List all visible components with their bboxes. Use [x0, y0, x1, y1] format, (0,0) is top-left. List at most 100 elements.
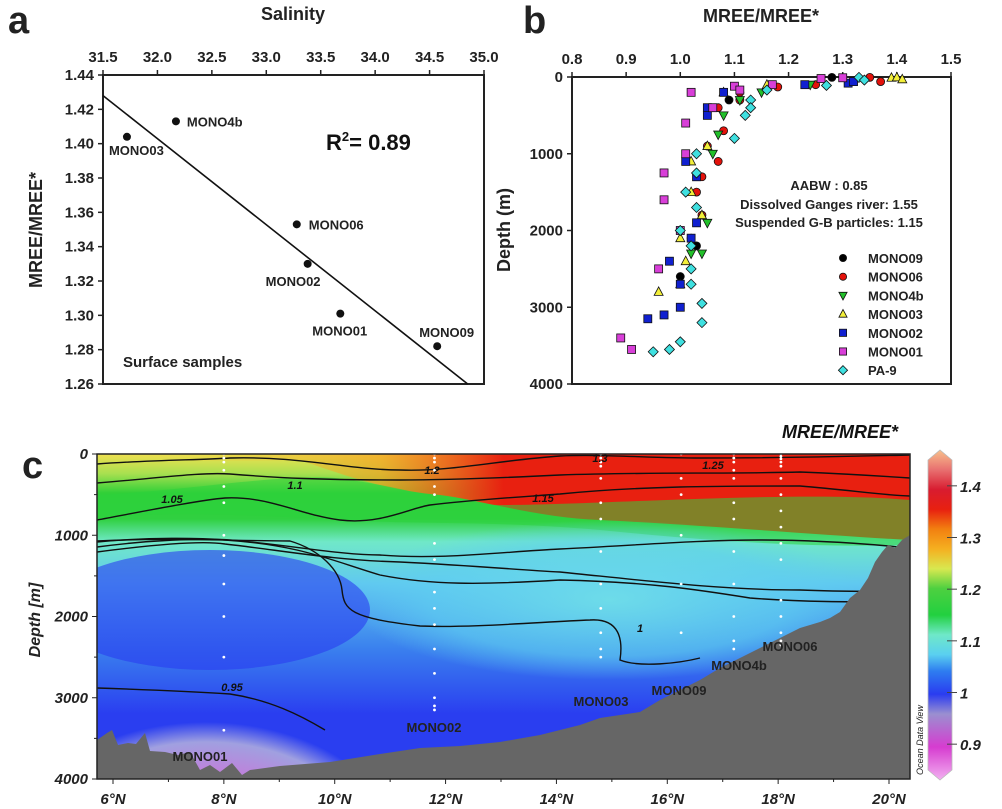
x-tick-label: 1.5: [941, 51, 962, 68]
sample-dot: [433, 558, 436, 562]
contour-label-1.15: 1.15: [532, 493, 554, 505]
data-label-mono06: MONO06: [309, 217, 364, 232]
panel-a-x-axis-title: Salinity: [261, 4, 325, 24]
station-samples-mono06: [779, 454, 783, 647]
contour-label-1.05: 1.05: [161, 494, 183, 506]
station-samples-mono01: [222, 454, 226, 732]
x-tick-label: 1.3: [832, 51, 853, 68]
x-tick-label: 31.5: [88, 49, 117, 66]
sample-dot: [599, 460, 603, 464]
series-pa-9: [647, 71, 870, 358]
sample-dot: [433, 468, 436, 472]
legend-item-mono02: MONO02: [839, 326, 923, 341]
data-point-pa-9: [858, 74, 870, 86]
sample-dot: [679, 533, 683, 537]
data-point-mono09: [724, 95, 734, 105]
legend-item-mono01: MONO01: [839, 345, 923, 360]
data-point-mono06: [876, 77, 886, 87]
sample-dot: [433, 704, 436, 708]
panel-label-c: c: [22, 445, 43, 487]
data-point-mono02: [692, 218, 701, 228]
data-point-mono06: [292, 220, 301, 229]
sample-dot: [222, 582, 226, 586]
legend-marker-pa-9: [837, 365, 849, 376]
x-tick-label: 18°N: [761, 791, 796, 808]
sample-dot: [732, 476, 736, 480]
sample-dot: [679, 493, 683, 497]
sample-dot: [222, 501, 226, 505]
data-point-pa-9: [728, 132, 740, 144]
y-tick-label: 0: [80, 446, 89, 463]
contour-1.15: [97, 485, 910, 522]
x-tick-label: 16°N: [651, 791, 686, 808]
colorbar-tick-label: 1.4: [960, 479, 982, 496]
legend-label: MONO06: [868, 270, 923, 285]
contour-label-1.1: 1.1: [287, 480, 302, 492]
data-point-pa-9: [690, 167, 703, 179]
data-point-mono01: [708, 103, 718, 113]
seafloor-topography: [97, 535, 910, 779]
sample-dot: [779, 455, 783, 458]
data-point-mono4b: [171, 117, 180, 126]
data-point-pa-9: [674, 336, 686, 348]
data-point-mono03: [891, 71, 903, 82]
sample-dot: [779, 460, 783, 464]
data-point-pa-9: [663, 343, 676, 356]
data-label-mono09: MONO09: [419, 325, 474, 340]
data-point-mono02: [849, 77, 858, 87]
x-tick-label: 1.0: [670, 51, 691, 68]
panel-b-legend: MONO09 MONO06 MONO4b MONO03 MONO02 MONO01 PA-9: [837, 251, 924, 378]
sample-dot: [732, 647, 736, 651]
data-point-mono03: [702, 140, 713, 150]
x-tick-label: 1.1: [724, 51, 745, 68]
data-point-mono01: [681, 118, 691, 128]
data-point-pa-9: [739, 109, 751, 121]
data-label-mono4b: MONO4b: [187, 114, 243, 129]
panel-a-regression-line: [102, 94, 469, 385]
sample-dot: [599, 476, 603, 480]
station-label-mono4b: MONO4b: [711, 658, 767, 673]
contour-1.2: [97, 471, 910, 484]
sample-dot: [599, 582, 603, 586]
sample-dot: [779, 615, 783, 618]
legend-item-mono4b: MONO4b: [838, 288, 924, 303]
sample-dot: [433, 485, 436, 488]
x-tick-label: 34.5: [415, 49, 444, 66]
sample-dot: [779, 598, 783, 602]
data-point-mono4b: [713, 130, 724, 141]
data-point-mono03: [653, 286, 664, 296]
data-point-pa-9: [685, 278, 697, 290]
y-tick-label: 1.38: [65, 170, 94, 187]
panel-a-y-axis-title: MREE/MREE*: [26, 172, 46, 288]
sample-dot: [222, 554, 226, 557]
y-tick-label: 1.32: [65, 273, 94, 290]
legend-marker-mono06: [839, 272, 848, 281]
data-point-mono01: [627, 345, 636, 354]
sample-dot: [679, 476, 683, 480]
sample-dot: [732, 501, 736, 505]
data-point-mono02: [659, 310, 669, 320]
data-point-mono01: [659, 168, 669, 178]
station-samples-mono4b: [732, 454, 736, 651]
legend-label: MONO09: [868, 251, 923, 266]
y-tick-label: 1.42: [65, 101, 94, 118]
contour-label-1.3: 1.3: [592, 453, 607, 465]
panel-a-r2-annotation: R2= 0.89: [326, 129, 411, 155]
sample-dot: [599, 655, 603, 659]
station-samples-mono03: [599, 454, 603, 659]
data-point-pa-9: [685, 263, 697, 275]
panel-b-y-axis-title: Depth (m): [494, 188, 514, 272]
colorbar: 1.4 1.3 1.2 1.1 1 0.9 Ocean Data View: [915, 449, 982, 781]
sample-dot: [679, 631, 683, 635]
data-point-mono02: [719, 87, 728, 97]
x-tick-label: 0.9: [616, 51, 637, 68]
data-point-mono4b: [702, 218, 713, 229]
data-point-mono4b: [696, 249, 708, 260]
data-point-mono4b: [707, 149, 718, 160]
data-point-mono01: [681, 149, 691, 159]
panel-a-plot-frame: [102, 74, 485, 385]
sample-dot: [732, 517, 736, 521]
sample-dot: [732, 468, 736, 472]
sample-dot: [779, 541, 783, 545]
